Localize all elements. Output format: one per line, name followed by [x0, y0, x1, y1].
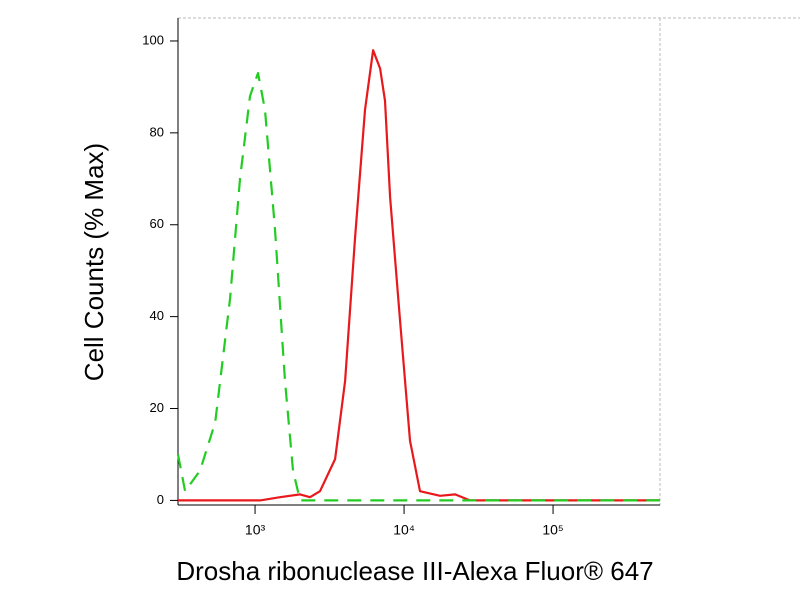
y-tick-label: 80	[150, 124, 164, 139]
x-axis-label: Drosha ribonuclease III-Alexa Fluor® 647	[176, 556, 653, 586]
x-tick-label: 10⁵	[542, 522, 563, 538]
y-tick-label: 100	[142, 32, 164, 47]
series-line	[176, 72, 660, 502]
y-tick-label: 40	[150, 308, 164, 323]
x-tick-label: 10³	[245, 522, 266, 538]
y-tick-label: 20	[150, 400, 164, 415]
y-tick-label: 60	[150, 216, 164, 231]
y-tick-label: 0	[157, 492, 164, 507]
x-tick-label: 10⁴	[393, 522, 415, 538]
series-line	[178, 49, 660, 502]
y-axis-label: Cell Counts (% Max)	[79, 143, 109, 381]
